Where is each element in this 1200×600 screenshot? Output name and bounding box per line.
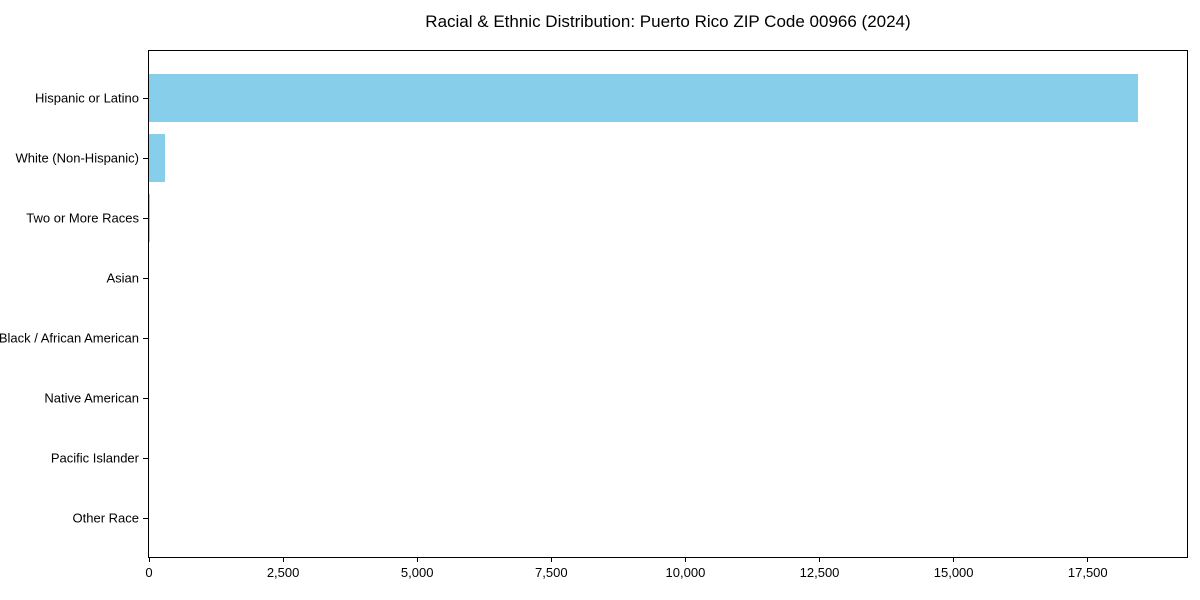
- y-axis-label: White (Non-Hispanic): [15, 150, 139, 166]
- x-axis-tick-label: 17,500: [1067, 565, 1108, 580]
- y-axis-tick: [143, 518, 148, 519]
- y-axis-label: Hispanic or Latino: [34, 90, 139, 106]
- y-axis-tick: [143, 338, 148, 339]
- bar-hispanic-or-latino: [149, 74, 1138, 122]
- y-axis-label: Other Race: [72, 510, 139, 526]
- bar-two-or-more-races: [149, 194, 151, 242]
- y-axis-label: Pacific Islander: [50, 450, 139, 466]
- y-axis-label: Two or More Races: [26, 210, 139, 226]
- x-axis-tick: [1087, 558, 1089, 562]
- x-axis-tick: [819, 558, 821, 562]
- x-axis-tick-label: 7,500: [535, 565, 568, 580]
- x-axis-tick: [148, 558, 150, 562]
- x-axis-tick-label: 2,500: [266, 565, 300, 580]
- x-axis-tick: [550, 558, 552, 562]
- x-axis-tick-label: 15,000: [933, 565, 974, 580]
- y-axis-tick: [143, 278, 148, 279]
- x-axis-tick: [282, 558, 284, 562]
- y-axis-tick: [143, 98, 148, 99]
- x-axis-tick: [416, 558, 418, 562]
- bar-white-non-hispanic: [149, 134, 166, 182]
- y-axis-label: Native American: [44, 390, 139, 406]
- chart-title: Racial & Ethnic Distribution: Puerto Ric…: [425, 12, 911, 31]
- x-axis-tick-label: 5,000: [400, 565, 434, 580]
- y-axis-tick: [143, 218, 148, 219]
- y-axis-label: Black / African American: [0, 330, 139, 346]
- x-axis-tick-label: 0: [145, 565, 153, 580]
- plot-area: Hispanic or Latino White (Non-Hispanic) Tw…: [0, 50, 1188, 580]
- y-axis-tick: [143, 158, 148, 159]
- x-axis-tick-label: 12,500: [799, 565, 840, 580]
- x-axis-tick: [953, 558, 955, 562]
- x-axis-tick-label: 10,000: [665, 565, 706, 580]
- y-axis-label: Asian: [106, 270, 139, 286]
- y-axis-tick: [143, 458, 148, 459]
- y-axis-tick: [143, 398, 148, 399]
- x-axis-tick: [684, 558, 686, 562]
